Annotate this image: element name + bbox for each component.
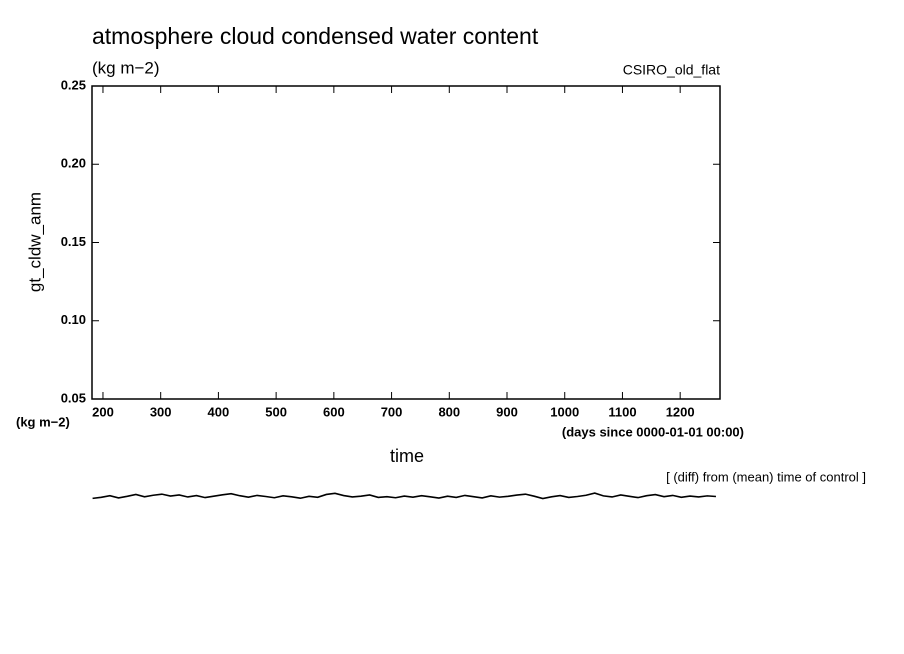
x-tick-label: 200 — [92, 404, 114, 419]
x-tick-label: 1100 — [608, 404, 636, 419]
y-tick-label: 0.10 — [61, 312, 86, 327]
y-tick-label: 0.20 — [61, 156, 86, 171]
y-axis-label: gt_cldw_anm — [25, 192, 44, 292]
annotation: [ (diff) from (mean) time of control ] — [666, 469, 866, 484]
x-tick-label: 800 — [438, 404, 460, 419]
chart-subtitle: (kg m−2) — [92, 58, 160, 77]
x-tick-label: 400 — [208, 404, 230, 419]
y-tick-label: 0.15 — [61, 234, 86, 249]
source-label: CSIRO_old_flat — [623, 62, 720, 78]
x-unit: (days since 0000-01-01 00:00) — [562, 424, 744, 439]
plot-frame — [91, 85, 721, 400]
x-axis-label: time — [390, 446, 424, 466]
x-tick-label: 1200 — [666, 404, 695, 419]
chart-title: atmosphere cloud condensed water content — [92, 23, 539, 49]
x-tick-label: 1000 — [550, 404, 579, 419]
y-unit: (kg m−2) — [16, 414, 70, 429]
y-tick-label: 0.25 — [61, 77, 86, 92]
x-tick-label: 700 — [381, 404, 403, 419]
x-tick-label: 500 — [265, 404, 287, 419]
x-tick-label: 900 — [496, 404, 518, 419]
data-line — [92, 492, 717, 500]
x-tick-label: 300 — [150, 404, 172, 419]
y-tick-label: 0.05 — [61, 390, 86, 405]
x-tick-label: 600 — [323, 404, 345, 419]
